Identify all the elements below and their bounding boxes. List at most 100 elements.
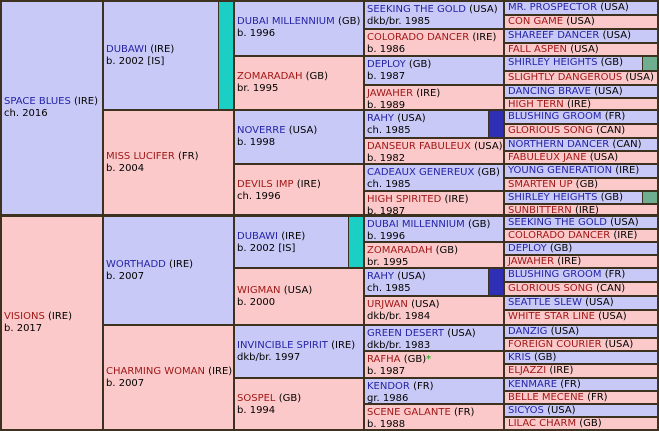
gen3-cell: NOVERRE (USA) b. 1998	[235, 111, 363, 163]
horse-name-link[interactable]: ELJAZZI	[508, 365, 547, 376]
country-code: (IRE)	[331, 340, 356, 351]
country-code: (IRE)	[613, 230, 638, 241]
horse-info: b. 2007	[106, 270, 145, 282]
gen3-cell: INVINCIBLE SPIRIT (IRE) dkb/br. 1997	[235, 326, 363, 377]
horse-name-link[interactable]: HIGH TERN	[508, 99, 564, 109]
horse-info: ch. 1996	[237, 191, 281, 202]
horse-name-link[interactable]: DEPLOY	[367, 59, 406, 70]
gen4-cell: DUBAI MILLENNIUM (GB) b. 1996	[365, 217, 503, 241]
horse-name-link[interactable]: MR. PROSPECTOR	[508, 2, 598, 13]
gen4-cell: URJWAN (USA) dkb/br. 1984	[365, 297, 503, 324]
horse-name-link[interactable]: MISS LUCIFER	[106, 150, 175, 162]
horse-info: b. 2002 [IS]	[106, 55, 165, 67]
horse-name-link[interactable]: NOVERRE	[237, 125, 286, 136]
country-code: (IRE)	[566, 99, 591, 109]
horse-name-link[interactable]: HIGH SPIRITED	[367, 194, 442, 205]
horse-info: br. 1995	[367, 257, 409, 267]
horse-info: b. 1996	[237, 28, 276, 39]
gen3-cell: DEVILS IMP (IRE) ch. 1996	[235, 165, 363, 214]
horse-name-link[interactable]: KRIS	[508, 352, 531, 363]
horse-name-link[interactable]: GREEN DESERT	[367, 328, 445, 339]
country-code: (CAN)	[596, 283, 626, 294]
horse-name-link[interactable]: DANZIG	[508, 326, 548, 337]
horse-name-link[interactable]: SLIGHTLY DANGEROUS	[508, 72, 623, 83]
horse-name-link[interactable]: SHIRLEY HEIGHTS	[508, 192, 598, 203]
horse-name-link[interactable]: DANSEUR FABULEUX	[367, 141, 471, 152]
horse-name-link[interactable]: WORTHADD	[106, 258, 166, 270]
horse-name-link[interactable]: ZOMARADAH	[367, 245, 433, 256]
horse-name-link[interactable]: CADEAUX GENEREUX	[367, 167, 475, 178]
horse-name-link[interactable]: BELLE MECENE	[508, 392, 584, 403]
horse-name-link[interactable]: WIGMAN	[237, 285, 281, 296]
horse-name-link[interactable]: LILAC CHARM	[508, 418, 577, 429]
grandparent-cell: CHARMING WOMAN (IRE) b. 2007	[104, 326, 233, 429]
horse-name-link[interactable]: SEATTLE SLEW	[508, 297, 582, 308]
horse-name-link[interactable]: JAWAHER	[367, 88, 414, 99]
gen5-cell: SMARTEN UP (GB)	[505, 179, 657, 190]
horse-name-link[interactable]: DUBAI MILLENNIUM	[367, 219, 465, 230]
gen4-cell: RAHY (USA) ch. 1985	[365, 111, 503, 137]
gen4-cell: KENDOR (FR) gr. 1986	[365, 379, 503, 403]
country-code: (FR)	[177, 150, 199, 162]
horse-name-link[interactable]: SICYOS	[508, 405, 544, 416]
horse-name-link[interactable]: DUBAWI	[237, 231, 279, 242]
horse-name-link[interactable]: FALL ASPEN	[508, 44, 568, 55]
horse-name-link[interactable]: BLUSHING GROOM	[508, 111, 602, 122]
horse-info: gr. 1986	[367, 393, 409, 403]
country-code: (FR)	[413, 381, 434, 392]
gen4-cell: DANSEUR FABULEUX (USA) b. 1982	[365, 139, 503, 163]
horse-name-link[interactable]: KENDOR	[367, 381, 410, 392]
horse-name-link[interactable]: DEVILS IMP	[237, 179, 294, 190]
country-code: (GB)	[435, 245, 459, 256]
horse-name-link[interactable]: COLORADO DANCER	[367, 32, 470, 43]
horse-name-link[interactable]: KENMARE	[508, 379, 558, 390]
country-code: (GB)	[549, 243, 573, 254]
horse-name-link[interactable]: SMARTEN UP	[508, 179, 573, 190]
horse-name-link[interactable]: FOREIGN COURIER	[508, 339, 602, 350]
horse-name-link[interactable]: DANCING BRAVE	[508, 86, 591, 97]
horse-name-link[interactable]: WHITE STAR LINE	[508, 311, 595, 322]
horse-name-link[interactable]: ZOMARADAH	[237, 71, 303, 82]
horse-name-link[interactable]: JAWAHER	[508, 256, 555, 267]
horse-name-link[interactable]: SEEKING THE GOLD	[367, 4, 466, 15]
horse-name-link[interactable]: RAHY	[367, 113, 395, 124]
gen5-cell: CON GAME (USA)	[505, 16, 657, 28]
gen5-cell: DEPLOY (GB)	[505, 243, 657, 254]
horse-name-link[interactable]: GLORIOUS SONG	[508, 125, 593, 136]
horse-name-link[interactable]: RAFHA	[367, 354, 401, 365]
horse-name-link[interactable]: COLORADO DANCER	[508, 230, 611, 241]
horse-name-link[interactable]: RAHY	[367, 271, 395, 282]
gen5-cell: JAWAHER (IRE)	[505, 256, 657, 267]
gen3-cell: SOSPEL (GB) b. 1994	[235, 379, 363, 429]
horse-info: b. 2017	[4, 323, 43, 334]
horse-name-link[interactable]: DEPLOY	[508, 243, 547, 254]
horse-name-link[interactable]: SPACE BLUES	[4, 96, 71, 107]
country-code: (GB)	[579, 418, 602, 429]
horse-name-link[interactable]: SCENE GALANTE	[367, 407, 451, 418]
gen5-cell: SEATTLE SLEW (USA)	[505, 297, 657, 309]
horse-name-link[interactable]: YOUNG GENERATION	[508, 165, 613, 176]
gen5-cell: SHIRLEY HEIGHTS (GB)	[505, 192, 657, 203]
horse-name-link[interactable]: VISIONS	[4, 311, 45, 322]
horse-name-link[interactable]: URJWAN	[367, 299, 408, 310]
horse-info: dkb/br. 1997	[237, 352, 301, 363]
horse-name-link[interactable]: DUBAWI	[106, 43, 148, 55]
horse-name-link[interactable]: SEEKING THE GOLD	[508, 217, 607, 228]
horse-name-link[interactable]: GLORIOUS SONG	[508, 283, 593, 294]
horse-name-link[interactable]: CHARMING WOMAN	[106, 365, 205, 377]
horse-name-link[interactable]: SHIRLEY HEIGHTS	[508, 57, 598, 68]
gen5-cell: COLORADO DANCER (IRE)	[505, 230, 657, 241]
horse-name-link[interactable]: SUNBITTERN	[508, 205, 572, 214]
horse-name-link[interactable]: CON GAME	[508, 16, 564, 27]
horse-name-link[interactable]: DUBAI MILLENNIUM	[237, 16, 335, 27]
horse-name-link[interactable]: FABULEUX JANE	[508, 152, 587, 163]
horse-name-link[interactable]: NORTHERN DANCER	[508, 139, 610, 150]
horse-info: b. 2004	[106, 162, 145, 174]
horse-name-link[interactable]: SHAREEF DANCER	[508, 30, 600, 41]
horse-name-link[interactable]: SOSPEL	[237, 393, 276, 404]
gen4-cell: SCENE GALANTE (FR) b. 1988	[365, 405, 503, 429]
horse-name-link[interactable]: INVINCIBLE SPIRIT	[237, 340, 328, 351]
horse-name-link[interactable]: BLUSHING GROOM	[508, 269, 602, 280]
gen5-cell: DANZIG (USA)	[505, 326, 657, 337]
country-code: (FR)	[604, 111, 626, 122]
